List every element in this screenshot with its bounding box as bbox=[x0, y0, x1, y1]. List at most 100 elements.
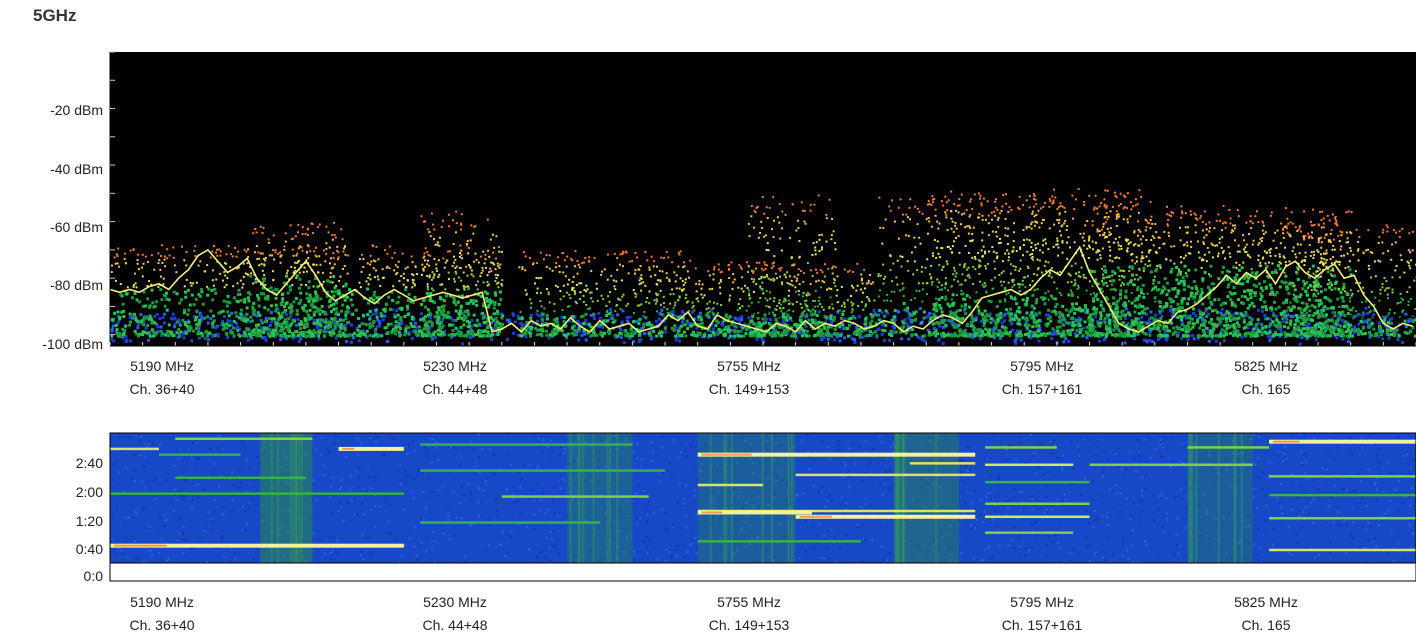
signal-point bbox=[951, 220, 954, 223]
signal-point bbox=[616, 334, 620, 338]
signal-point bbox=[432, 331, 436, 335]
signal-point bbox=[728, 298, 731, 301]
signal-point bbox=[406, 279, 409, 282]
noise-point bbox=[1191, 311, 1195, 315]
signal-point bbox=[266, 308, 270, 312]
signal-point bbox=[1086, 247, 1089, 250]
signal-point bbox=[116, 331, 120, 335]
signal-point bbox=[693, 334, 697, 338]
signal-point bbox=[981, 231, 984, 234]
signal-point bbox=[261, 269, 264, 272]
signal-point bbox=[1103, 198, 1106, 201]
signal-point bbox=[1133, 320, 1137, 324]
signal-point bbox=[274, 320, 278, 324]
signal-point bbox=[392, 328, 396, 332]
signal-point bbox=[227, 324, 231, 328]
signal-point bbox=[333, 233, 336, 236]
signal-point bbox=[708, 300, 711, 303]
signal-point bbox=[484, 258, 487, 261]
realtime-plot-background bbox=[110, 52, 1416, 346]
signal-point bbox=[524, 328, 528, 332]
signal-point bbox=[288, 324, 292, 328]
noise-point bbox=[316, 332, 320, 336]
signal-point bbox=[472, 313, 476, 317]
signal-point bbox=[984, 250, 987, 253]
signal-point bbox=[784, 297, 787, 300]
signal-point bbox=[764, 234, 767, 237]
signal-point bbox=[894, 330, 898, 334]
signal-point bbox=[753, 226, 756, 229]
noise-point bbox=[743, 322, 747, 326]
signal-point bbox=[260, 263, 263, 266]
signal-point bbox=[243, 248, 246, 251]
signal-point bbox=[1134, 204, 1137, 207]
signal-point bbox=[221, 327, 225, 331]
signal-point bbox=[864, 334, 868, 338]
signal-point bbox=[889, 254, 892, 257]
noise-point bbox=[318, 321, 322, 325]
signal-point bbox=[739, 298, 742, 301]
signal-point bbox=[277, 311, 281, 315]
signal-point bbox=[334, 301, 338, 305]
signal-point bbox=[204, 330, 208, 334]
signal-point bbox=[859, 288, 862, 291]
signal-point bbox=[857, 304, 860, 307]
signal-point bbox=[409, 322, 413, 326]
noise-point bbox=[197, 336, 201, 340]
signal-point bbox=[1041, 251, 1044, 254]
signal-point bbox=[1074, 262, 1077, 265]
signal-point bbox=[625, 334, 629, 338]
signal-point bbox=[1106, 285, 1109, 288]
signal-point bbox=[762, 321, 766, 325]
signal-point bbox=[926, 282, 929, 285]
signal-point bbox=[298, 332, 302, 336]
signal-point bbox=[793, 323, 797, 327]
signal-point bbox=[705, 313, 709, 317]
signal-point bbox=[600, 334, 604, 338]
signal-point bbox=[554, 266, 557, 269]
signal-point bbox=[128, 323, 132, 327]
noise-point bbox=[381, 318, 385, 322]
signal-point bbox=[979, 333, 983, 337]
signal-point bbox=[657, 293, 660, 296]
signal-point bbox=[1088, 235, 1091, 238]
signal-point bbox=[420, 331, 424, 335]
signal-point bbox=[961, 316, 965, 320]
noise-point bbox=[1160, 314, 1164, 318]
noise-point bbox=[1197, 309, 1201, 313]
signal-point bbox=[257, 323, 261, 327]
signal-point bbox=[114, 262, 117, 265]
signal-point bbox=[575, 302, 578, 305]
signal-point bbox=[249, 334, 253, 338]
signal-point bbox=[432, 276, 435, 279]
noise-point bbox=[1047, 313, 1051, 317]
noise-point bbox=[1160, 309, 1164, 313]
signal-point bbox=[314, 246, 317, 249]
signal-point bbox=[841, 312, 845, 316]
noise-point bbox=[173, 322, 177, 326]
signal-point bbox=[1073, 311, 1077, 315]
signal-point bbox=[114, 323, 118, 327]
signal-point bbox=[724, 314, 728, 318]
signal-point bbox=[982, 285, 985, 288]
signal-point bbox=[1077, 284, 1080, 287]
signal-point bbox=[711, 312, 715, 316]
signal-point bbox=[998, 299, 1002, 303]
signal-point bbox=[685, 293, 688, 296]
noise-point bbox=[485, 316, 489, 320]
signal-point bbox=[1030, 223, 1033, 226]
signal-point bbox=[189, 326, 193, 330]
signal-point bbox=[339, 326, 343, 330]
noise-point bbox=[949, 321, 953, 325]
signal-point bbox=[459, 244, 462, 247]
signal-point bbox=[814, 310, 817, 313]
signal-point bbox=[163, 304, 167, 308]
signal-point bbox=[1018, 195, 1021, 198]
signal-point bbox=[1048, 270, 1051, 273]
signal-point bbox=[807, 334, 811, 338]
signal-point bbox=[753, 313, 756, 316]
noise-point bbox=[220, 323, 224, 327]
signal-point bbox=[851, 304, 854, 307]
signal-point bbox=[977, 251, 980, 254]
signal-point bbox=[719, 278, 722, 281]
